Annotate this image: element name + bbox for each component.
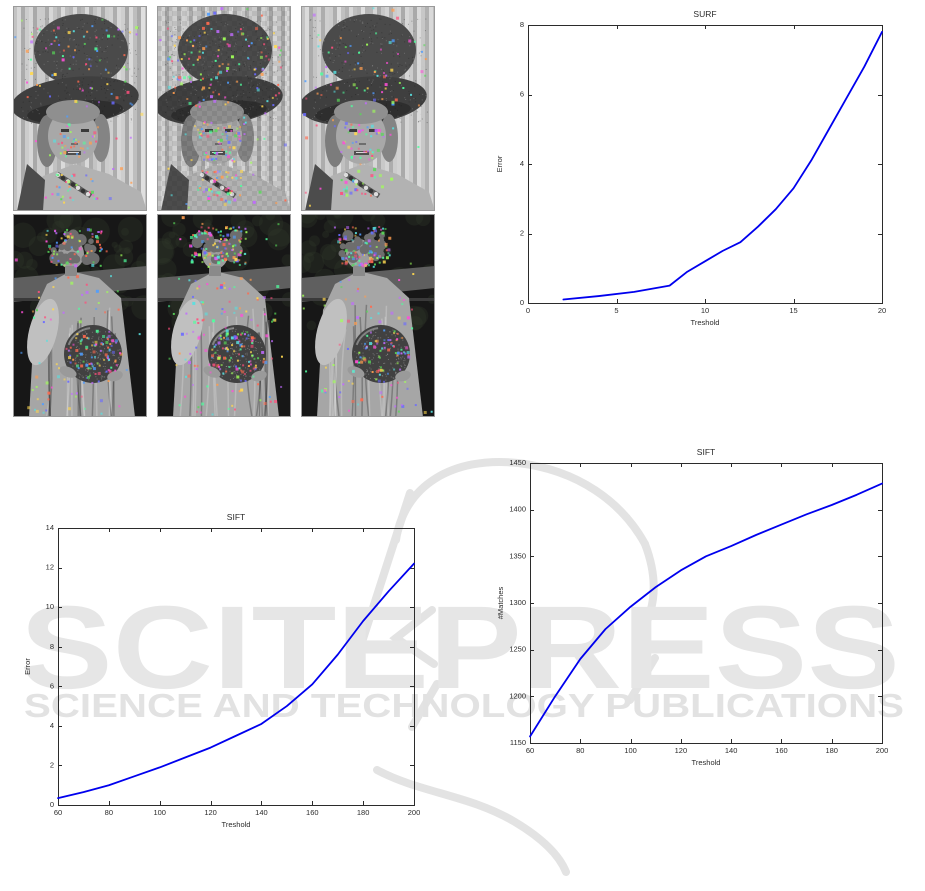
photo-statue-3 <box>301 214 435 417</box>
photo-portrait-2 <box>157 6 291 211</box>
surf-error-chart <box>460 0 925 340</box>
photo-portrait-3 <box>301 6 435 211</box>
sift-matches-chart <box>465 428 925 783</box>
sift-error-chart <box>0 485 460 850</box>
photo-statue-2 <box>157 214 291 417</box>
photo-statue-1 <box>13 214 147 417</box>
photo-portrait-1 <box>13 6 147 211</box>
